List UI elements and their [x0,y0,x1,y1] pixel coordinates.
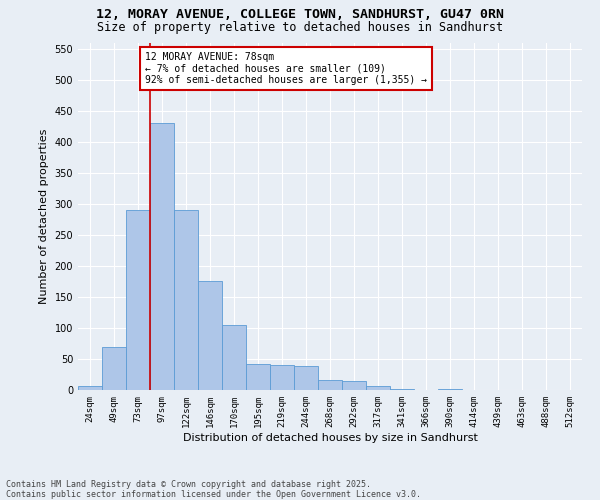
Bar [366,386,390,390]
Text: Contains HM Land Registry data © Crown copyright and database right 2025.
Contai: Contains HM Land Registry data © Crown c… [6,480,421,499]
Bar [270,365,294,390]
Bar [150,123,174,390]
Bar [222,325,246,390]
X-axis label: Distribution of detached houses by size in Sandhurst: Distribution of detached houses by size … [182,432,478,442]
Bar [246,364,270,390]
Bar [198,282,222,390]
Bar [102,346,126,390]
Bar [294,366,318,390]
Bar [78,386,102,390]
Y-axis label: Number of detached properties: Number of detached properties [39,128,49,304]
Bar [342,380,366,390]
Text: Size of property relative to detached houses in Sandhurst: Size of property relative to detached ho… [97,21,503,34]
Bar [318,380,342,390]
Text: 12 MORAY AVENUE: 78sqm
← 7% of detached houses are smaller (109)
92% of semi-det: 12 MORAY AVENUE: 78sqm ← 7% of detached … [145,52,427,85]
Text: 12, MORAY AVENUE, COLLEGE TOWN, SANDHURST, GU47 0RN: 12, MORAY AVENUE, COLLEGE TOWN, SANDHURS… [96,8,504,20]
Bar [174,210,198,390]
Bar [126,210,150,390]
